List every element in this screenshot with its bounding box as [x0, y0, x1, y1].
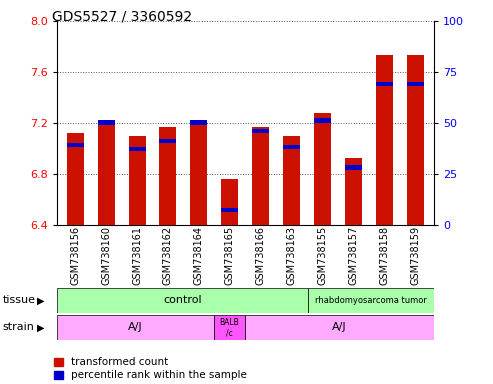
Bar [190, 126, 208, 225]
Bar [407, 55, 424, 225]
Text: GDS5527 / 3360592: GDS5527 / 3360592 [52, 10, 192, 23]
Bar [345, 159, 362, 225]
Text: ▶: ▶ [37, 295, 44, 306]
Text: A/J: A/J [332, 322, 347, 333]
Bar [308, 288, 434, 313]
Text: rhabdomyosarcoma tumor: rhabdomyosarcoma tumor [315, 296, 427, 305]
Text: A/J: A/J [128, 322, 142, 333]
Bar [376, 55, 393, 225]
Text: BALB
/c: BALB /c [220, 318, 240, 337]
Bar [221, 179, 238, 225]
Bar [129, 136, 145, 225]
Bar [214, 315, 245, 340]
Bar [407, 82, 424, 86]
Bar [67, 133, 84, 225]
Bar [67, 143, 84, 147]
Text: ▶: ▶ [37, 322, 44, 333]
Text: tissue: tissue [2, 295, 35, 306]
Bar [283, 136, 300, 225]
Bar [221, 208, 238, 212]
Legend: transformed count, percentile rank within the sample: transformed count, percentile rank withi… [50, 353, 251, 384]
Bar [376, 82, 393, 86]
Bar [190, 121, 208, 125]
Bar [57, 288, 308, 313]
Bar [245, 315, 434, 340]
Bar [283, 145, 300, 149]
Bar [98, 121, 115, 125]
Bar [98, 120, 115, 225]
Bar [314, 118, 331, 123]
Bar [57, 315, 214, 340]
Bar [252, 127, 269, 225]
Bar [345, 165, 362, 170]
Bar [129, 147, 145, 151]
Bar [252, 129, 269, 133]
Bar [159, 139, 176, 143]
Text: strain: strain [2, 322, 35, 333]
Bar [314, 113, 331, 225]
Text: control: control [163, 295, 202, 306]
Bar [159, 127, 176, 225]
